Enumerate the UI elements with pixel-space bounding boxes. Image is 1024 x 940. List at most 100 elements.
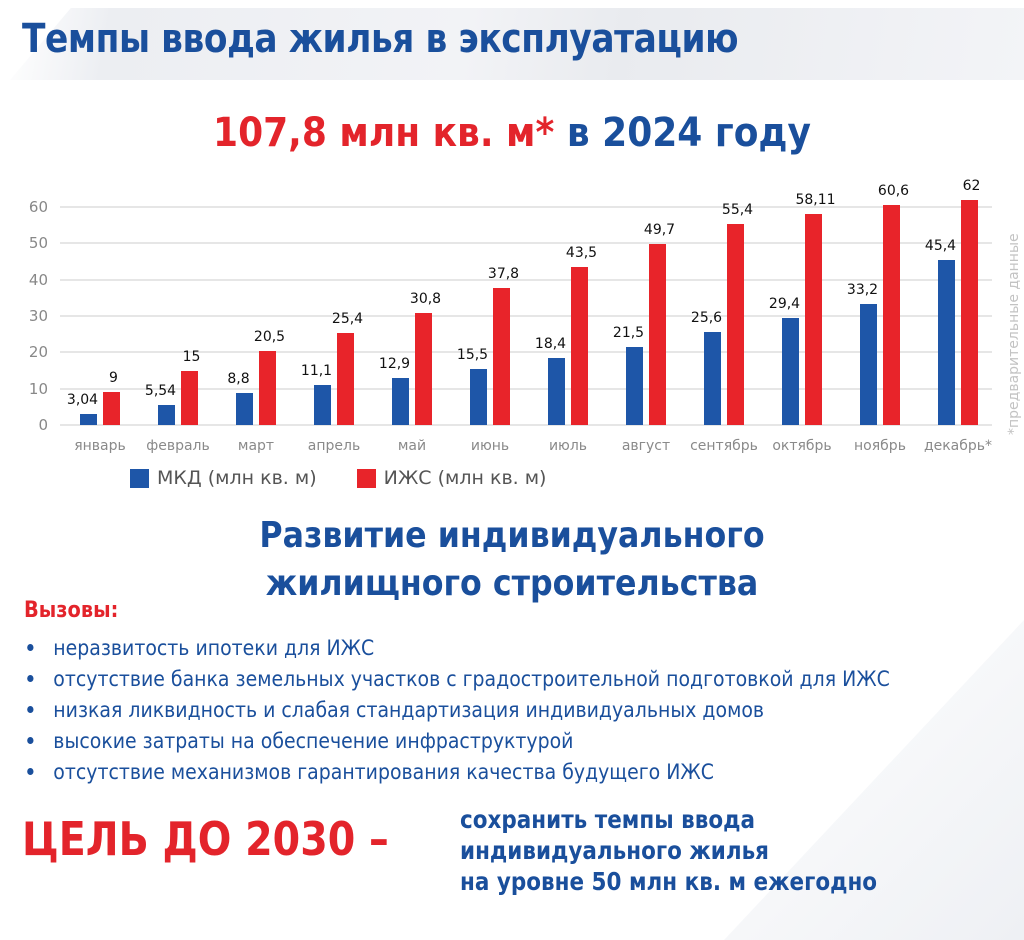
y-axis-tick: 0	[38, 416, 48, 434]
x-axis-label: октябрь	[772, 438, 832, 454]
section-title-line-2: жилищного строительства	[265, 563, 759, 604]
bar-izhs	[649, 244, 666, 425]
data-label: 43,5	[565, 244, 598, 261]
bar-mkd	[704, 331, 721, 425]
list-item: отсутствие банка земельных участков с гр…	[20, 663, 890, 694]
data-label: 33,2	[846, 282, 879, 299]
bullet-icon	[27, 768, 34, 775]
data-label: 37,8	[487, 265, 520, 282]
x-axis-label: август	[621, 438, 671, 454]
legend-item-izhs: ИЖС (млн кв. м)	[356, 467, 547, 489]
chart-legend: МКД (млн кв. м) ИЖС (млн кв. м)	[130, 467, 546, 489]
data-label: 5,54	[144, 382, 177, 399]
x-axis-label: июнь	[470, 438, 510, 454]
x-axis-label: сентябрь	[690, 438, 758, 454]
data-label: 15	[182, 348, 201, 365]
gridline	[60, 206, 992, 208]
bar-izhs	[727, 223, 744, 425]
y-axis-tick: 30	[28, 307, 48, 325]
list-item: неразвитость ипотеки для ИЖС	[20, 632, 890, 663]
x-axis-label: апрель	[307, 438, 361, 454]
bullet-icon	[27, 706, 34, 713]
data-label: 55,4	[721, 201, 754, 218]
preliminary-data-note: *предварительные данные	[1006, 233, 1022, 435]
bar-mkd	[860, 304, 877, 425]
bar-izhs	[181, 370, 198, 425]
goal-line-2: индивидуального жилья	[460, 836, 769, 865]
data-label: 8,8	[227, 371, 250, 388]
y-axis-tick: 40	[28, 270, 48, 289]
y-axis-tick: 10	[28, 379, 48, 398]
list-item: отсутствие механизмов гарантирования кач…	[20, 756, 890, 787]
section-title-line-1: Развитие индивидуального	[259, 515, 765, 556]
bar-izhs	[961, 199, 978, 425]
bar-mkd	[314, 384, 331, 425]
data-label: 60,6	[877, 182, 910, 199]
data-label: 45,4	[924, 238, 957, 255]
x-axis-label: июль	[548, 438, 588, 454]
data-label: 49,7	[643, 222, 676, 239]
y-axis-tick: 50	[28, 234, 48, 253]
legend-swatch-red	[356, 468, 376, 488]
bar-izhs	[103, 392, 120, 425]
gridline	[60, 315, 992, 317]
data-label: 62	[962, 177, 981, 194]
x-axis-label: май	[397, 438, 427, 454]
bar-mkd	[236, 393, 253, 425]
data-label: 25,4	[331, 310, 364, 327]
bar-izhs	[259, 350, 276, 425]
legend-swatch-blue	[130, 468, 149, 488]
bar-mkd	[782, 318, 799, 425]
challenges-heading: Вызовы:	[24, 598, 119, 623]
data-label: 21,5	[612, 324, 645, 341]
y-axis-tick: 60	[28, 198, 48, 216]
list-item: низкая ликвидность и слабая стандартизац…	[20, 694, 890, 725]
bar-izhs	[883, 204, 900, 425]
goal-label: ЦЕЛЬ ДО 2030 –	[22, 812, 389, 866]
bar-mkd	[80, 413, 97, 425]
bar-mkd	[548, 358, 565, 425]
chart-headline: 107,8 млн кв. м* в 2024 году	[51, 110, 973, 156]
goal-line-1: сохранить темпы ввода	[460, 805, 756, 834]
data-label: 29,4	[768, 296, 801, 313]
bar-izhs	[415, 313, 432, 425]
data-label: 3,04	[66, 391, 99, 408]
section-title: Развитие индивидуального жилищного строи…	[61, 512, 962, 608]
year-label: в 2024 году	[566, 110, 811, 156]
x-axis-label: март	[237, 438, 275, 454]
legend-item-mkd: МКД (млн кв. м)	[130, 467, 317, 489]
goal-line-3: на уровне 50 млн кв. м ежегодно	[460, 867, 878, 896]
bar-izhs	[805, 213, 822, 425]
header-background-band	[10, 8, 1024, 80]
y-axis-tick: 20	[28, 343, 48, 362]
data-label: 9	[109, 370, 118, 387]
bar-mkd	[470, 368, 487, 425]
challenges-list: неразвитость ипотеки для ИЖС отсутствие …	[20, 632, 986, 787]
goal-description: сохранить темпы ввода индивидуального жи…	[460, 804, 877, 897]
bar-izhs	[571, 266, 588, 425]
bar-mkd	[158, 404, 175, 425]
bullet-icon	[27, 737, 34, 744]
bar-mkd	[392, 378, 409, 425]
bar-mkd	[938, 260, 955, 425]
bar-chart: 0 10 20 30 40 50 60 3,04 9 январь 5,54 15 февраль 8,8…	[0, 170, 1024, 470]
legend-label-mkd: МКД (млн кв. м)	[157, 467, 317, 489]
data-label: 58,11	[795, 191, 836, 208]
legend-label-izhs: ИЖС (млн кв. м)	[383, 467, 547, 489]
data-label: 30,8	[409, 291, 442, 308]
x-axis-label: декабрь*	[923, 438, 993, 454]
gridline	[60, 242, 992, 245]
data-label: 11,1	[300, 362, 333, 379]
gridline	[60, 387, 992, 390]
data-label: 25,6	[690, 309, 723, 326]
x-axis-label: январь	[74, 438, 126, 454]
page-title: Темпы ввода жилья в эксплуатацию	[22, 16, 739, 62]
data-label: 15,5	[456, 346, 489, 363]
gridline	[60, 278, 992, 281]
x-axis-label: февраль	[146, 438, 210, 454]
data-label: 20,5	[253, 328, 286, 345]
bullet-icon	[27, 644, 34, 651]
data-label: 18,4	[534, 336, 567, 353]
gridline	[60, 424, 992, 426]
data-label: 12,9	[378, 356, 411, 373]
